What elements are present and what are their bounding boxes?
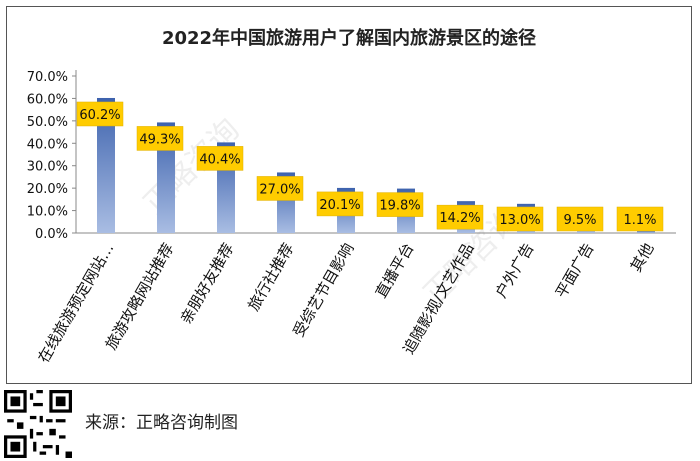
data-label: 1.1%	[623, 213, 656, 228]
source-note: 来源：正略咨询制图	[85, 413, 238, 433]
data-label: 14.2%	[439, 211, 480, 226]
x-category-label: 亲朋好友推荐	[177, 240, 238, 327]
data-label-box	[496, 206, 544, 232]
y-tick-label: 40.0%	[27, 137, 68, 152]
x-category-label: 受综艺节目影响	[289, 240, 357, 340]
y-tick-label: 30.0%	[27, 160, 68, 175]
x-category-label: 其他	[627, 240, 658, 275]
data-label-box	[136, 126, 184, 151]
data-label: 27.0%	[259, 182, 300, 197]
data-label-box	[196, 146, 244, 171]
data-label-box	[556, 206, 604, 232]
y-tick-label: 20.0%	[27, 182, 68, 197]
data-label-box	[436, 204, 484, 230]
chart-title: 2022年中国旅游用户了解国内旅游景区的途径	[162, 27, 536, 49]
data-label-box	[616, 206, 664, 232]
data-label: 20.1%	[319, 198, 360, 213]
y-tick-label: 50.0%	[27, 115, 68, 130]
y-tick-label: 0.0%	[35, 227, 68, 242]
x-category-label: 旅游攻略网站推荐	[102, 240, 178, 353]
data-label: 13.0%	[499, 213, 540, 228]
footer: 来源：正略咨询制图	[0, 384, 700, 461]
y-tick-label: 10.0%	[27, 205, 68, 220]
x-category-label: 在线旅游预定网站…	[34, 240, 117, 366]
data-label: 60.2%	[79, 108, 120, 123]
data-label: 19.8%	[379, 199, 420, 214]
data-label: 9.5%	[563, 213, 596, 228]
x-category-label: 直播平台	[372, 240, 418, 301]
y-tick-label: 70.0%	[27, 70, 68, 85]
bar	[97, 97, 115, 233]
x-category-label: 旅行社推荐	[244, 240, 297, 314]
x-category-label: 平面广告	[552, 240, 598, 301]
data-label: 40.4%	[199, 152, 240, 167]
data-label-box	[76, 101, 124, 127]
y-tick-label: 60.0%	[27, 92, 68, 107]
data-label-box	[316, 191, 364, 217]
data-label-box	[256, 176, 304, 201]
qr-code-icon	[4, 390, 72, 458]
bar	[637, 230, 655, 233]
data-label: 49.3%	[139, 132, 180, 147]
data-label-box	[376, 192, 424, 217]
